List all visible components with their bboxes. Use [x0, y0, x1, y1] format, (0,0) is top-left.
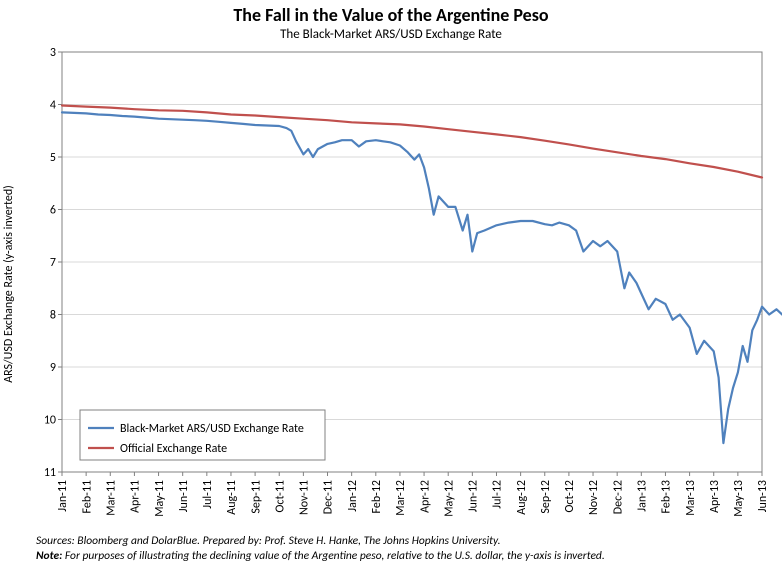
y-tick-label: 11 — [44, 466, 56, 480]
y-axis-label: ARS/USD Exchange Rate (y-axis inverted) — [2, 185, 16, 383]
x-tick-label: May-11 — [153, 480, 167, 517]
footer-sources: Sources: Bloomberg and DolarBlue. Prepar… — [36, 534, 605, 548]
x-tick-label: Aug-12 — [515, 480, 529, 515]
y-tick-label: 3 — [50, 46, 56, 60]
y-tick-label: 6 — [50, 204, 56, 218]
footer-note-line: Note: For purposes of illustrating the d… — [36, 549, 605, 563]
series-line — [62, 106, 762, 178]
chart-title: The Fall in the Value of the Argentine P… — [0, 6, 782, 26]
x-tick-label: Sep-12 — [539, 480, 553, 514]
y-tick-label: 8 — [50, 309, 56, 323]
chart-svg: 3 4 5 6 7 8 9 10 11Jan-11 Feb-11 Mar-11 Apr-11 May-1… — [0, 0, 782, 567]
x-tick-label: Jan-11 — [56, 480, 70, 512]
x-tick-label: Sep-11 — [249, 480, 263, 514]
chart-subtitle: The Black-Market ARS/USD Exchange Rate — [0, 28, 782, 42]
legend-label: Official Exchange Rate — [120, 442, 227, 456]
x-tick-label: Apr-13 — [708, 480, 722, 513]
x-tick-label: Oct-11 — [273, 480, 287, 513]
x-tick-label: Aug-11 — [225, 480, 239, 515]
x-tick-label: Feb-12 — [370, 480, 384, 513]
x-tick-label: Jan-12 — [346, 480, 360, 512]
x-tick-label: May-13 — [732, 480, 746, 517]
x-tick-label: Nov-11 — [298, 480, 312, 515]
legend-label: Black-Market ARS/USD Exchange Rate — [120, 422, 304, 436]
x-tick-label: Jun-12 — [467, 480, 481, 512]
x-tick-label: Mar-12 — [394, 480, 408, 516]
series-line — [62, 112, 782, 443]
y-tick-label: 10 — [44, 414, 56, 428]
title-block: The Fall in the Value of the Argentine P… — [0, 6, 782, 42]
y-tick-label: 9 — [50, 361, 56, 375]
x-tick-label: Jun-13 — [756, 480, 770, 512]
x-tick-label: Nov-12 — [587, 480, 601, 515]
x-tick-label: Mar-11 — [104, 480, 118, 516]
x-tick-label: Apr-11 — [129, 480, 143, 513]
x-tick-label: Jul-11 — [201, 480, 215, 509]
y-tick-label: 7 — [50, 256, 56, 270]
x-tick-label: Apr-12 — [418, 480, 432, 513]
x-tick-label: Dec-11 — [322, 480, 336, 514]
y-tick-label: 5 — [50, 151, 56, 165]
x-tick-label: Jun-11 — [177, 480, 191, 512]
x-tick-label: Oct-12 — [563, 480, 577, 513]
x-tick-label: Jan-13 — [636, 480, 650, 512]
x-tick-label: May-12 — [442, 480, 456, 517]
y-tick-label: 4 — [50, 99, 56, 113]
footer-note-prefix: Note: — [36, 549, 62, 563]
x-tick-label: Jul-12 — [491, 480, 505, 509]
x-tick-label: Dec-12 — [611, 480, 625, 514]
x-tick-label: Feb-13 — [660, 480, 674, 513]
chart-footer: Sources: Bloomberg and DolarBlue. Prepar… — [36, 534, 605, 563]
x-tick-label: Mar-13 — [684, 480, 698, 516]
x-tick-label: Feb-11 — [80, 480, 94, 513]
chart-container: The Fall in the Value of the Argentine P… — [0, 0, 782, 567]
footer-note-text: For purposes of illustrating the declini… — [62, 549, 604, 563]
